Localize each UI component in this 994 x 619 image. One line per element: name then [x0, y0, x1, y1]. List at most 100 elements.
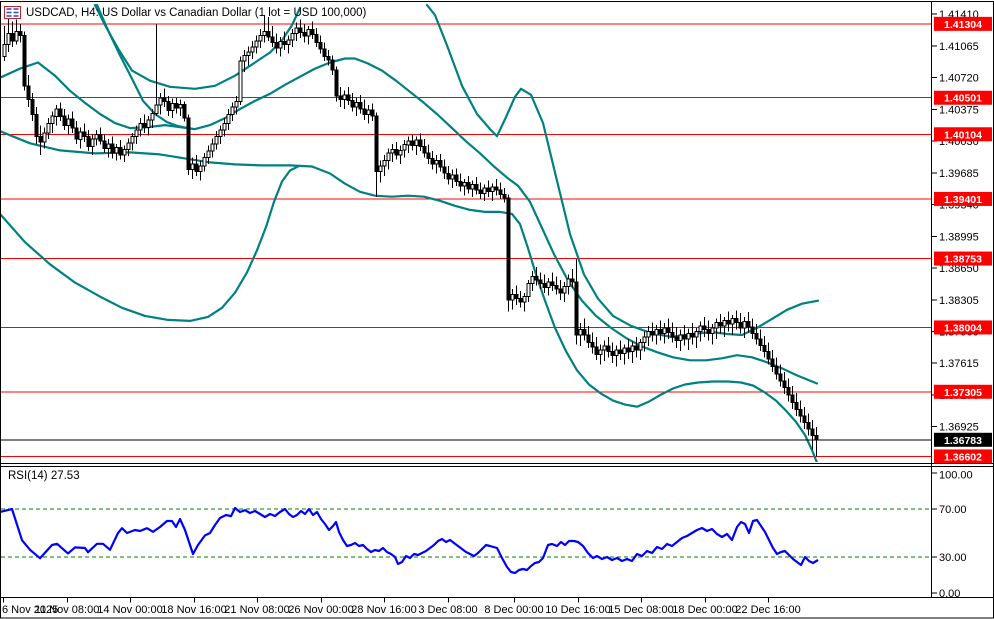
candle-bull	[602, 345, 607, 351]
level-price-badge	[934, 320, 992, 335]
chart-title: USDCAD, H4: US Dollar vs Canadian Dollar…	[26, 6, 367, 19]
candle-bear	[442, 166, 447, 174]
candle-bear	[410, 140, 415, 147]
candle-bear	[270, 36, 275, 44]
level-price-badge-text: 1.39401	[944, 194, 982, 206]
candle-bull	[434, 159, 439, 165]
candle-bear	[82, 131, 87, 137]
price-axis-label: 1.40720	[939, 73, 979, 85]
candle-bear	[38, 136, 43, 143]
candle-bull	[678, 334, 683, 342]
candle-bear	[162, 97, 167, 103]
candle-bull	[730, 318, 735, 325]
candle-bull	[622, 347, 627, 355]
candle-bull	[214, 136, 219, 145]
candle-bull	[198, 165, 203, 172]
candle-bull	[246, 51, 251, 56]
current-price-badge	[934, 432, 992, 447]
candle-bear	[394, 148, 399, 156]
candle-bull	[130, 136, 135, 144]
time-axis-label: 28 Nov 16:00	[351, 604, 416, 616]
price-axis-label: 1.38995	[939, 231, 979, 243]
candle-bull	[482, 187, 487, 194]
candle-bear	[550, 281, 555, 286]
candle-bull	[462, 182, 467, 187]
candle-bull	[6, 32, 11, 45]
candle-bear	[74, 127, 79, 140]
candle-bull	[526, 283, 531, 298]
current-price-badge-text: 1.36783	[944, 435, 982, 447]
candle-bear	[498, 189, 503, 195]
candle-bear	[330, 59, 335, 71]
candle-bull	[46, 123, 51, 134]
candle-bear	[466, 182, 471, 190]
candle-bull	[42, 132, 47, 143]
candle-bear	[186, 117, 191, 171]
candle-bear	[586, 334, 591, 344]
candle-bear	[794, 401, 799, 411]
time-axis-label: 18 Dec 00:00	[672, 604, 737, 616]
candle-bull	[470, 183, 475, 190]
time-axis-label: 10 Dec 16:00	[545, 604, 610, 616]
level-price-badge	[934, 251, 992, 266]
candle-bull	[222, 123, 227, 131]
price-axis-label: 1.39685	[939, 168, 979, 180]
candle-bull	[138, 123, 143, 131]
price-axis-label: 1.38305	[939, 295, 979, 307]
candle-bear	[58, 108, 63, 117]
band-slow-upper	[95, 3, 190, 130]
candle-bear	[302, 32, 307, 37]
candle-bull	[78, 131, 83, 140]
time-axis-label: 14 Nov 00:00	[97, 604, 162, 616]
candle-bull	[694, 331, 699, 338]
price-axis-label: 1.36925	[939, 422, 979, 434]
candle-bull	[598, 349, 603, 355]
price-axis-label: 1.40375	[939, 104, 979, 116]
chart-icon	[4, 6, 21, 19]
candle-bull	[630, 345, 635, 353]
candle-bull	[530, 275, 535, 285]
candle-bull	[406, 140, 411, 146]
candle-bull	[234, 101, 239, 108]
candle-bull	[90, 138, 95, 148]
candle-bear	[62, 115, 67, 126]
candle-bear	[558, 288, 563, 294]
time-axis-label: 15 Dec 08:00	[608, 604, 673, 616]
candle-bear	[26, 85, 31, 101]
candle-bull	[450, 174, 455, 180]
candle-bear	[506, 197, 511, 301]
candle-bear	[534, 275, 539, 281]
candle-bear	[806, 422, 811, 430]
candle-bear	[298, 27, 303, 33]
level-price-badge	[934, 90, 992, 105]
candle-bear	[574, 281, 579, 336]
time-axis-label: 8 Dec 00:00	[484, 604, 543, 616]
candle-bear	[618, 349, 623, 355]
candle-bull	[654, 329, 659, 336]
candle-bull	[510, 294, 515, 301]
level-price-badge	[934, 191, 992, 206]
candle-bull	[662, 327, 667, 334]
candle-bear	[774, 366, 779, 375]
candle-bull	[286, 39, 291, 46]
candle-bull	[94, 134, 99, 140]
candle-bear	[538, 279, 543, 285]
candle-bear	[266, 31, 271, 38]
candle-bull	[210, 143, 215, 152]
candle-bear	[626, 347, 631, 353]
candle-bull	[106, 143, 111, 149]
candle-bear	[426, 152, 431, 159]
candle-bear	[650, 331, 655, 336]
candle-bear	[34, 113, 39, 138]
candle-bear	[418, 139, 423, 148]
candle-bear	[514, 294, 519, 299]
candle-bull	[158, 97, 163, 106]
candle-bear	[346, 94, 351, 102]
candle-bull	[170, 102, 175, 112]
candle-bull	[614, 349, 619, 356]
candle-bear	[594, 346, 599, 356]
candle-bear	[370, 109, 375, 117]
rsi-scale-label: 0.00	[939, 588, 960, 600]
candle-bear	[30, 99, 35, 115]
